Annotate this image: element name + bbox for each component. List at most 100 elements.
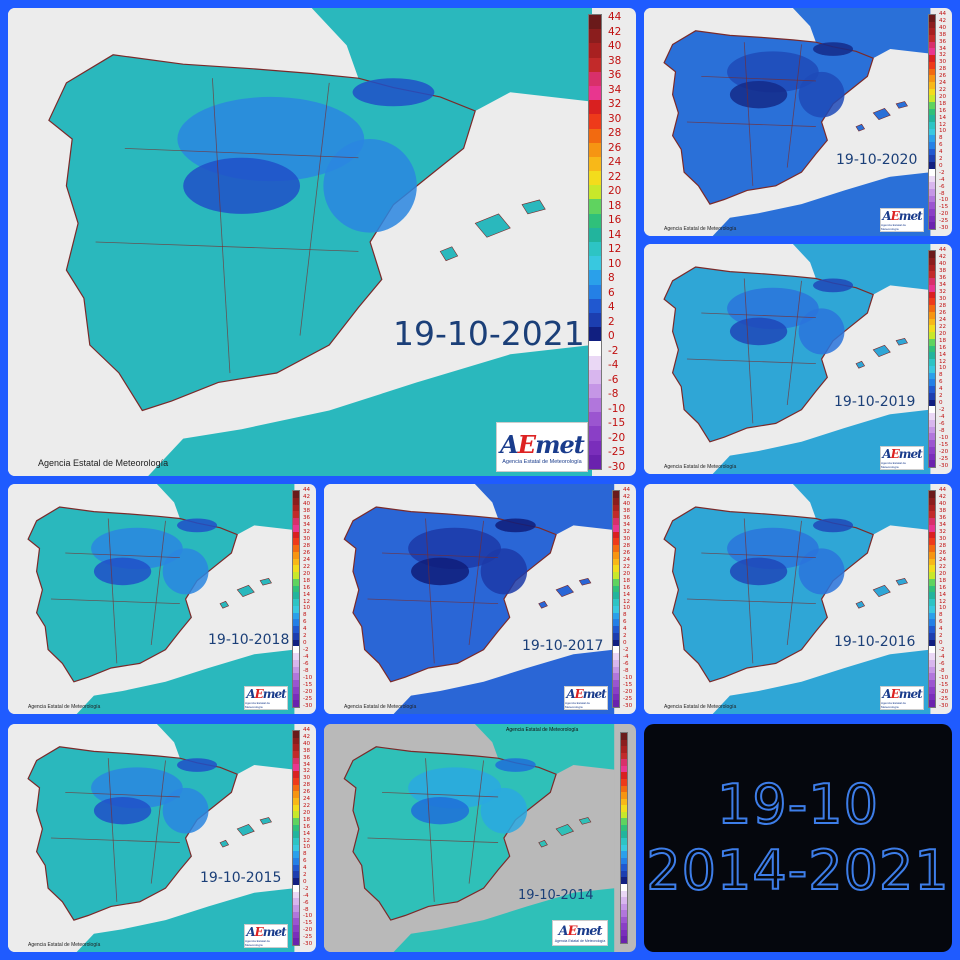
legend-tick-label: 12 [939,121,947,128]
legend-swatch [621,831,627,838]
legend-tick-label: -20 [939,211,949,218]
region-border [786,280,802,406]
legend-tick-label: -2 [623,647,629,654]
legend-tick-label: 10 [939,365,947,372]
legend-swatch [621,778,627,786]
coldest-area [411,557,470,586]
pyrenees-cold [176,758,218,772]
legend-tick-label: -8 [608,388,619,400]
legend-tick-label: -10 [608,402,626,415]
pyrenees-cold [812,278,854,293]
legend-labels-2019: 44 42 40 38 36 34 32 30 28 26 24 22 20 18 16 14 12 10 8 6 4 2… [939,247,948,470]
legend-swatch [929,565,935,572]
legend-tick-label: -20 [623,689,633,696]
legend-tick-label: 2 [303,633,307,640]
legend-swatch [589,355,601,370]
legend-swatch [293,924,299,932]
legend-swatch [589,29,601,44]
region-border [50,837,180,843]
legend-tick-label: 20 [623,570,631,577]
legend-tick-label: -4 [303,892,309,899]
legend-tick-label: -6 [939,661,945,668]
france-land [792,484,931,535]
legend-tick-label: -6 [303,899,309,906]
source-credit-2021: Agencia Estatal de Meteorología [38,458,169,468]
legend-swatch [293,824,299,832]
legend-tick-label: 0 [623,640,627,647]
legend-tick-label: -25 [939,696,949,703]
legend-tick-label: 14 [939,114,947,121]
legend-tick-label: 38 [939,507,947,514]
legend-swatch [589,398,601,413]
legend-swatch [621,798,627,806]
region-border [468,520,484,646]
legend-swatch [589,43,601,58]
region-border [701,76,816,82]
legend-tick-label: 24 [623,556,631,563]
legend-swatch [293,804,299,812]
legend-swatch [929,35,935,42]
legend-swatch [929,639,935,647]
legend-tick-label: 36 [623,514,631,521]
legend-swatch [621,864,627,871]
source-credit-2018: Agencia Estatal de Meteorología [28,704,101,710]
legend-tick-label: 24 [303,796,311,803]
cold-area [798,548,845,595]
legend-swatch [589,440,601,455]
legend-swatch [589,454,601,469]
legend-swatch [929,433,935,440]
legend-tick-label: 6 [939,142,943,149]
legend-swatch [613,524,619,532]
legend-tick-label: -25 [939,218,949,225]
map-date-2020: 19-10-2020 [836,152,918,168]
region-border [212,78,231,374]
legend-tick-label: 28 [939,542,947,549]
legend-tick-label: 4 [303,865,307,872]
legend-tick-label: 28 [623,542,631,549]
region-border [686,121,816,127]
legend-swatch [293,538,299,545]
legend-swatch [929,612,935,620]
legend-tick-label: 0 [303,878,307,885]
legend-tick-label: 40 [303,740,311,747]
balearic-island [578,577,592,586]
legend-swatch [293,680,299,687]
legend-tick-label: 8 [608,272,615,284]
legend-swatch [929,372,935,380]
legend-tick-label: 10 [939,128,947,135]
cold-area [798,308,845,355]
legend-swatch [929,619,935,626]
france-land [311,8,592,111]
legend-swatch [293,831,299,838]
region-border [95,241,359,252]
region-border [367,837,499,843]
legend-tick-label: -10 [623,675,633,682]
legend-tick-label: 34 [303,761,311,768]
legend-tick-label: 0 [303,640,307,647]
legend-swatch [929,95,935,102]
legend-swatch [293,666,299,674]
legend-swatch [613,531,619,539]
legend-swatch [613,686,619,694]
aemet-logo-2014: AEmet Agencia Estatal de Meteorología [552,920,608,946]
legend-swatch [929,21,935,29]
region-border [701,552,816,558]
legend-swatch [293,878,299,885]
legend-swatch [621,752,627,760]
summary-years: 2014-2021 [645,838,950,903]
legend-tick-label: 10 [939,605,947,612]
legend-tick-label: 14 [303,830,311,837]
legend-swatch [613,673,619,680]
legend-swatch [589,284,601,299]
legend-swatch [929,578,935,586]
legend-swatch [293,791,299,798]
legend-swatch [929,558,935,566]
legend-tick-label: 26 [303,549,311,556]
legend-tick-label: 16 [303,584,311,591]
legend-tick-label: -30 [608,460,626,473]
legend-swatch [929,175,935,183]
map-date-2019: 19-10-2019 [834,394,916,410]
legend-swatch [929,379,935,386]
legend-tick-label: 40 [623,500,631,507]
legend-tick-label: 16 [939,344,947,351]
